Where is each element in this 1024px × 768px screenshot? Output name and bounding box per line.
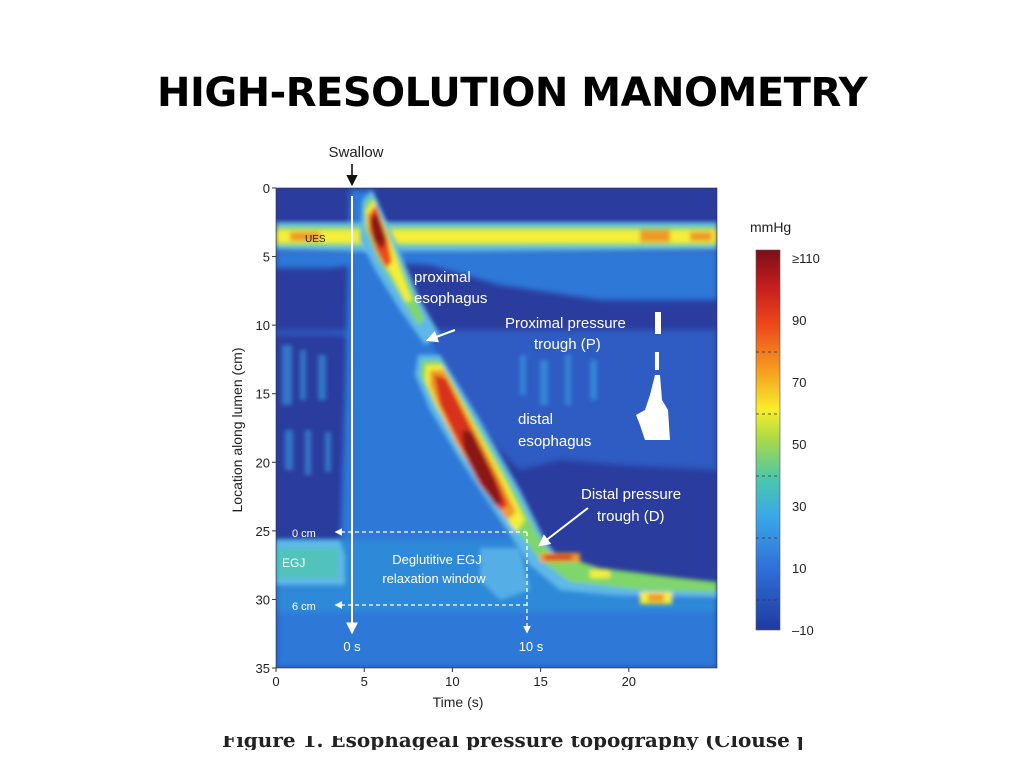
colorbar-unit: mmHg (750, 219, 791, 235)
proximal-trough-label: Proximal pressure (505, 315, 626, 332)
slide-title: HIGH-RESOLUTION MANOMETRY (156, 70, 868, 116)
y-tick-label: 5 (263, 250, 270, 265)
x-tick-label: 15 (533, 674, 547, 689)
distal-trough-label: Distal pressure (581, 486, 681, 503)
y-tick-label: 20 (256, 455, 270, 470)
colorbar-label: 90 (792, 313, 806, 328)
ues-label: UES (305, 234, 326, 245)
x-axis: 0 5 10 15 20 (272, 668, 636, 689)
colorbar-labels: ≥110 90 70 50 30 10 –10 (756, 251, 820, 638)
colorbar-label: 30 (792, 499, 806, 514)
colorbar-label: 10 (792, 561, 806, 576)
y-axis-label: Location along lumen (cm) (229, 348, 245, 513)
colorbar (755, 249, 781, 631)
caption-fragment: Figure 1. Esophageal pressure topography… (222, 736, 802, 750)
x-tick-label: 20 (622, 674, 636, 689)
zero-cm-label: 0 cm (292, 528, 316, 540)
artifact-marks (636, 312, 670, 440)
egj-window-label: Deglutitive EGJ (392, 552, 482, 567)
proximal-esophagus-label: esophagus (414, 290, 487, 307)
x-tick-label: 0 (272, 674, 279, 689)
egj-label: EGJ (282, 556, 305, 570)
distal-esophagus-label: esophagus (518, 433, 591, 450)
caption-text: Figure 1. Esophageal pressure topography… (222, 736, 802, 750)
zero-s-label: 0 s (343, 639, 361, 654)
distal-label: distal (518, 411, 553, 428)
plot-frame (275, 187, 718, 669)
x-axis-label: Time (s) (433, 694, 484, 710)
y-tick-label: 35 (256, 661, 270, 676)
annotation-texts: UES proximal esophagus Proximal pressure… (282, 234, 681, 654)
ten-s-label: 10 s (519, 639, 544, 654)
y-tick-label: 15 (256, 387, 270, 402)
colorbar-label: ≥110 (792, 251, 820, 266)
colorbar-label: 70 (792, 375, 806, 390)
colorbar-label: –10 (792, 623, 814, 638)
y-tick-label: 30 (256, 592, 270, 607)
proximal-trough-sub: trough (P) (534, 336, 601, 353)
y-tick-label: 0 (263, 181, 270, 196)
y-axis: 0 5 10 15 20 25 30 35 (256, 181, 276, 676)
proximal-label: proximal (414, 269, 471, 286)
pressure-heatmap (276, 188, 717, 668)
x-tick-label: 5 (361, 674, 368, 689)
swallow-label: Swallow (328, 144, 383, 161)
y-tick-label: 25 (256, 524, 270, 539)
egj-window-sub: relaxation window (382, 571, 486, 586)
y-tick-label: 10 (256, 318, 270, 333)
x-tick-label: 10 (445, 674, 459, 689)
annotation-lines (334, 196, 589, 635)
six-cm-label: 6 cm (292, 601, 316, 613)
colorbar-label: 50 (792, 437, 806, 452)
distal-trough-sub: trough (D) (597, 508, 665, 525)
